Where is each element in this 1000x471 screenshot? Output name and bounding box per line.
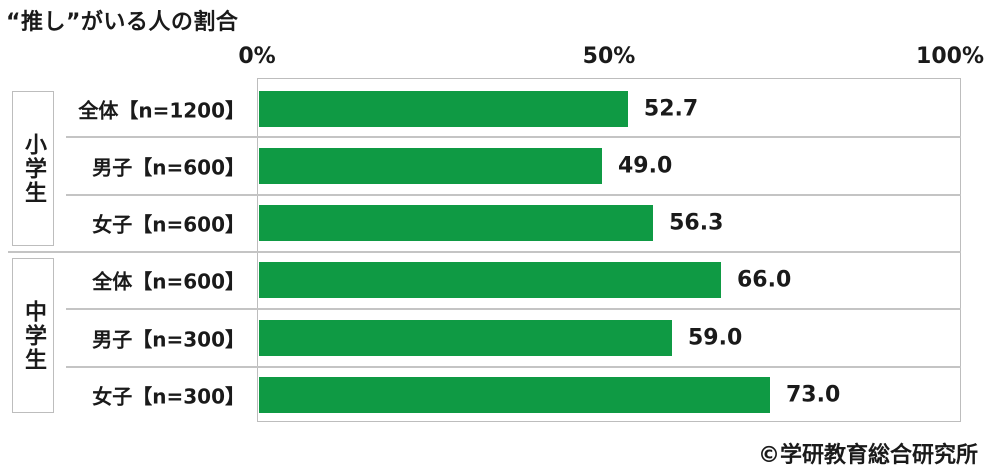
value-label: 49.0 (618, 153, 673, 179)
x-tick-label: 100% (916, 44, 984, 69)
x-tick-label: 50% (582, 44, 636, 69)
category-label: 全体【n=1200】 (78, 98, 245, 122)
group-box-elementary: 小学生 (12, 91, 54, 246)
group-label-junior-high: 中学生 (21, 299, 46, 372)
row-separator (66, 365, 961, 368)
group-label-elementary: 小学生 (21, 132, 46, 205)
row-separator (66, 308, 961, 311)
bar (259, 147, 602, 184)
plot-area (257, 78, 961, 422)
chart-title: “推し”がいる人の割合 (6, 10, 239, 35)
group-box-junior-high: 中学生 (12, 258, 54, 413)
row-separator (66, 193, 961, 196)
value-label: 56.3 (669, 210, 724, 236)
value-label: 59.0 (688, 325, 743, 351)
value-label: 52.7 (643, 96, 699, 121)
bar (259, 262, 721, 299)
group-separator (8, 250, 961, 253)
bar (259, 319, 672, 356)
bar (259, 90, 628, 127)
category-label: 全体【n=600】 (92, 269, 245, 294)
category-label: 男子【n=600】 (92, 155, 245, 180)
x-tick-label: 0% (238, 44, 276, 69)
category-label: 男子【n=300】 (92, 327, 245, 352)
category-label: 女子【n=300】 (92, 384, 245, 409)
bar (259, 205, 654, 242)
source-credit: ©学研教育総合研究所 (757, 443, 978, 468)
category-label: 女子【n=600】 (92, 212, 245, 237)
value-label: 66.0 (737, 267, 792, 293)
value-label: 73.0 (786, 382, 841, 408)
row-separator (66, 136, 961, 139)
bar (259, 377, 770, 413)
